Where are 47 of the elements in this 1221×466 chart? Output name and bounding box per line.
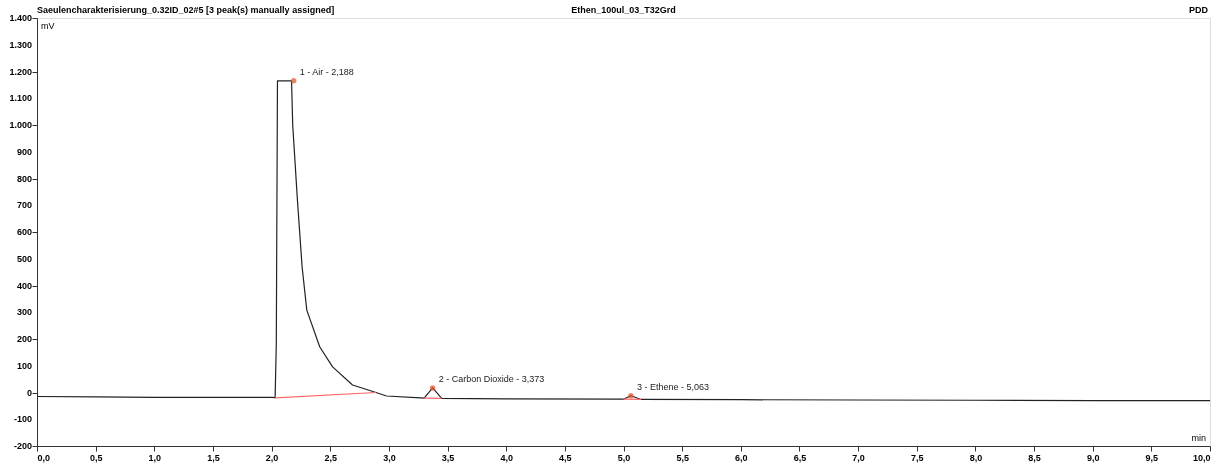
x-tick-label: 5,0 [617,452,631,463]
y-tick-label: 700 [16,200,32,211]
text: PDD [1188,5,1209,15]
x-tick-label: 7,5 [910,452,924,463]
y-tick-label: 100 [16,360,32,371]
x-tick-label: 9,5 [1145,452,1159,463]
y-tick-label: 1.100 [9,93,32,104]
annotation: 2 - Carbon Dioxide - 3,373 [438,373,545,384]
chart-title: Saeulencharakterisierung_0.32ID_02#5 [3 peak(s) manually assigned] [37,5,335,15]
x-tick-label: 0,0 [37,452,51,463]
x-tick-label: 6,5 [793,452,807,463]
chart-subtitle: Ethen_100ul_03_T32Grd [571,5,676,15]
y-tick-label: 0 [26,387,32,398]
y-tick-label: 600 [16,227,32,237]
y-tick-label: -100 [13,414,32,425]
y-tick-label: 1.200 [9,66,32,77]
x-tick-label: 3,0 [383,452,396,463]
x-tick-label: 7,0 [852,452,865,463]
x-tick-label: 9,0 [1086,452,1100,463]
x-tick-label: 4,5 [559,452,572,463]
x-tick-label: 6,0 [735,452,748,463]
annotation: 3 - Ethene - 5,063 [636,381,709,392]
y-tick-label: 500 [16,253,32,264]
x-tick-label: 4,0 [500,452,513,463]
x-tick-label: 3,5 [441,452,455,463]
y-axis-title: mV [41,21,55,31]
y-tick-label: 1.400 [9,13,32,23]
x-tick-label: 8,0 [969,452,983,463]
x-tick-label: 8,5 [1028,452,1041,463]
y-tick-label: -200 [13,441,32,451]
x-tick-label: 10,0 [1192,452,1211,463]
x-tick-label: 1,5 [207,452,220,463]
y-tick-label: 300 [16,307,32,318]
x-tick-label: 2,5 [324,452,338,463]
x-tick-label: 1,0 [148,452,162,463]
y-tick-label: 400 [16,280,32,291]
y-tick-label: 1.000 [9,120,32,130]
x-tick-label: 2,0 [265,452,279,463]
annotation: 1 - Air - 2,188 [299,66,354,77]
y-tick-label: 200 [16,334,32,344]
y-tick-label: 900 [16,146,32,157]
x-tick-label: 5,5 [676,452,689,463]
line-series [36,80,1211,402]
x-axis-title: min [1191,433,1206,443]
x-tick-label: 0,5 [89,452,103,463]
y-tick-label: 800 [16,173,32,184]
y-tick-label: 1.300 [9,39,32,50]
